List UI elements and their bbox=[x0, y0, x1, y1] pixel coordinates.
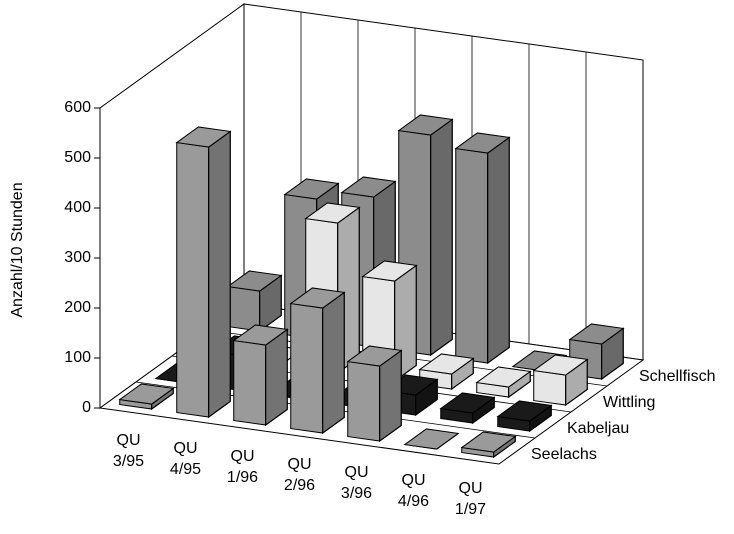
bar bbox=[460, 431, 517, 459]
bar bbox=[496, 400, 553, 433]
bar-top bbox=[397, 114, 454, 136]
legend-label: Kabeljau bbox=[567, 420, 629, 437]
y-tick-label: 0 bbox=[82, 399, 91, 416]
legend-label: Schellfisch bbox=[639, 368, 715, 385]
bar-front bbox=[290, 302, 324, 434]
bar-top bbox=[340, 176, 397, 198]
bar-top bbox=[226, 270, 283, 292]
bar-front bbox=[227, 285, 261, 332]
legend-label: Seelachs bbox=[531, 446, 597, 463]
bar-top bbox=[346, 345, 403, 367]
y-tick-label: 100 bbox=[64, 349, 91, 366]
x-tick-label: QU 4/96 bbox=[397, 472, 430, 510]
x-tick-label: QU 3/95 bbox=[112, 432, 145, 470]
bar-top bbox=[118, 383, 175, 405]
legend-label: Wittling bbox=[603, 394, 655, 411]
bar-side-shade bbox=[487, 136, 510, 365]
bar-front bbox=[233, 339, 267, 426]
x-tick-label: QU 1/96 bbox=[226, 448, 259, 486]
bar-top bbox=[439, 392, 496, 414]
bar-side-shade bbox=[430, 118, 453, 357]
bar-front bbox=[176, 141, 210, 418]
y-tick-label: 500 bbox=[64, 149, 91, 166]
bar-top bbox=[460, 431, 517, 453]
y-axis-title: Anzahl/10 Stunden bbox=[9, 182, 26, 317]
bar-side-shade bbox=[208, 130, 231, 419]
bar-top bbox=[568, 323, 625, 345]
bar-top bbox=[454, 132, 511, 154]
bar bbox=[454, 132, 511, 365]
bar bbox=[289, 287, 346, 435]
bar-top bbox=[175, 126, 232, 148]
y-tick-label: 200 bbox=[64, 299, 91, 316]
bar-top bbox=[532, 354, 589, 376]
bar-top bbox=[283, 178, 340, 200]
bar-top bbox=[304, 202, 361, 224]
bar-top bbox=[418, 353, 475, 375]
x-tick-label: QU 4/95 bbox=[169, 440, 202, 478]
x-tick-label: QU 2/96 bbox=[283, 456, 316, 494]
y-tick-label: 300 bbox=[64, 249, 91, 266]
bar bbox=[532, 354, 589, 407]
bar-top bbox=[403, 428, 460, 450]
x-tick-label: QU 1/97 bbox=[454, 480, 487, 518]
bar-front bbox=[533, 369, 567, 406]
bar-top bbox=[232, 324, 289, 346]
bar bbox=[232, 324, 289, 427]
y-tick-label: 600 bbox=[64, 99, 91, 116]
bar-top bbox=[511, 350, 568, 372]
bar-front bbox=[455, 147, 489, 364]
bar bbox=[403, 428, 460, 450]
bar-top bbox=[496, 400, 553, 422]
bar bbox=[439, 392, 496, 425]
bar-front bbox=[347, 360, 381, 442]
bar bbox=[397, 114, 454, 357]
bar-top bbox=[475, 366, 532, 388]
bar-top bbox=[361, 260, 418, 282]
bar bbox=[175, 126, 232, 419]
bar bbox=[118, 383, 175, 411]
bar bbox=[346, 345, 403, 443]
bar-side-shade bbox=[322, 291, 345, 435]
y-tick-label: 400 bbox=[64, 199, 91, 216]
bar-side-shade bbox=[265, 328, 288, 427]
bar-top bbox=[289, 287, 346, 309]
bar bbox=[475, 366, 532, 399]
x-tick-label: QU 3/96 bbox=[340, 464, 373, 502]
